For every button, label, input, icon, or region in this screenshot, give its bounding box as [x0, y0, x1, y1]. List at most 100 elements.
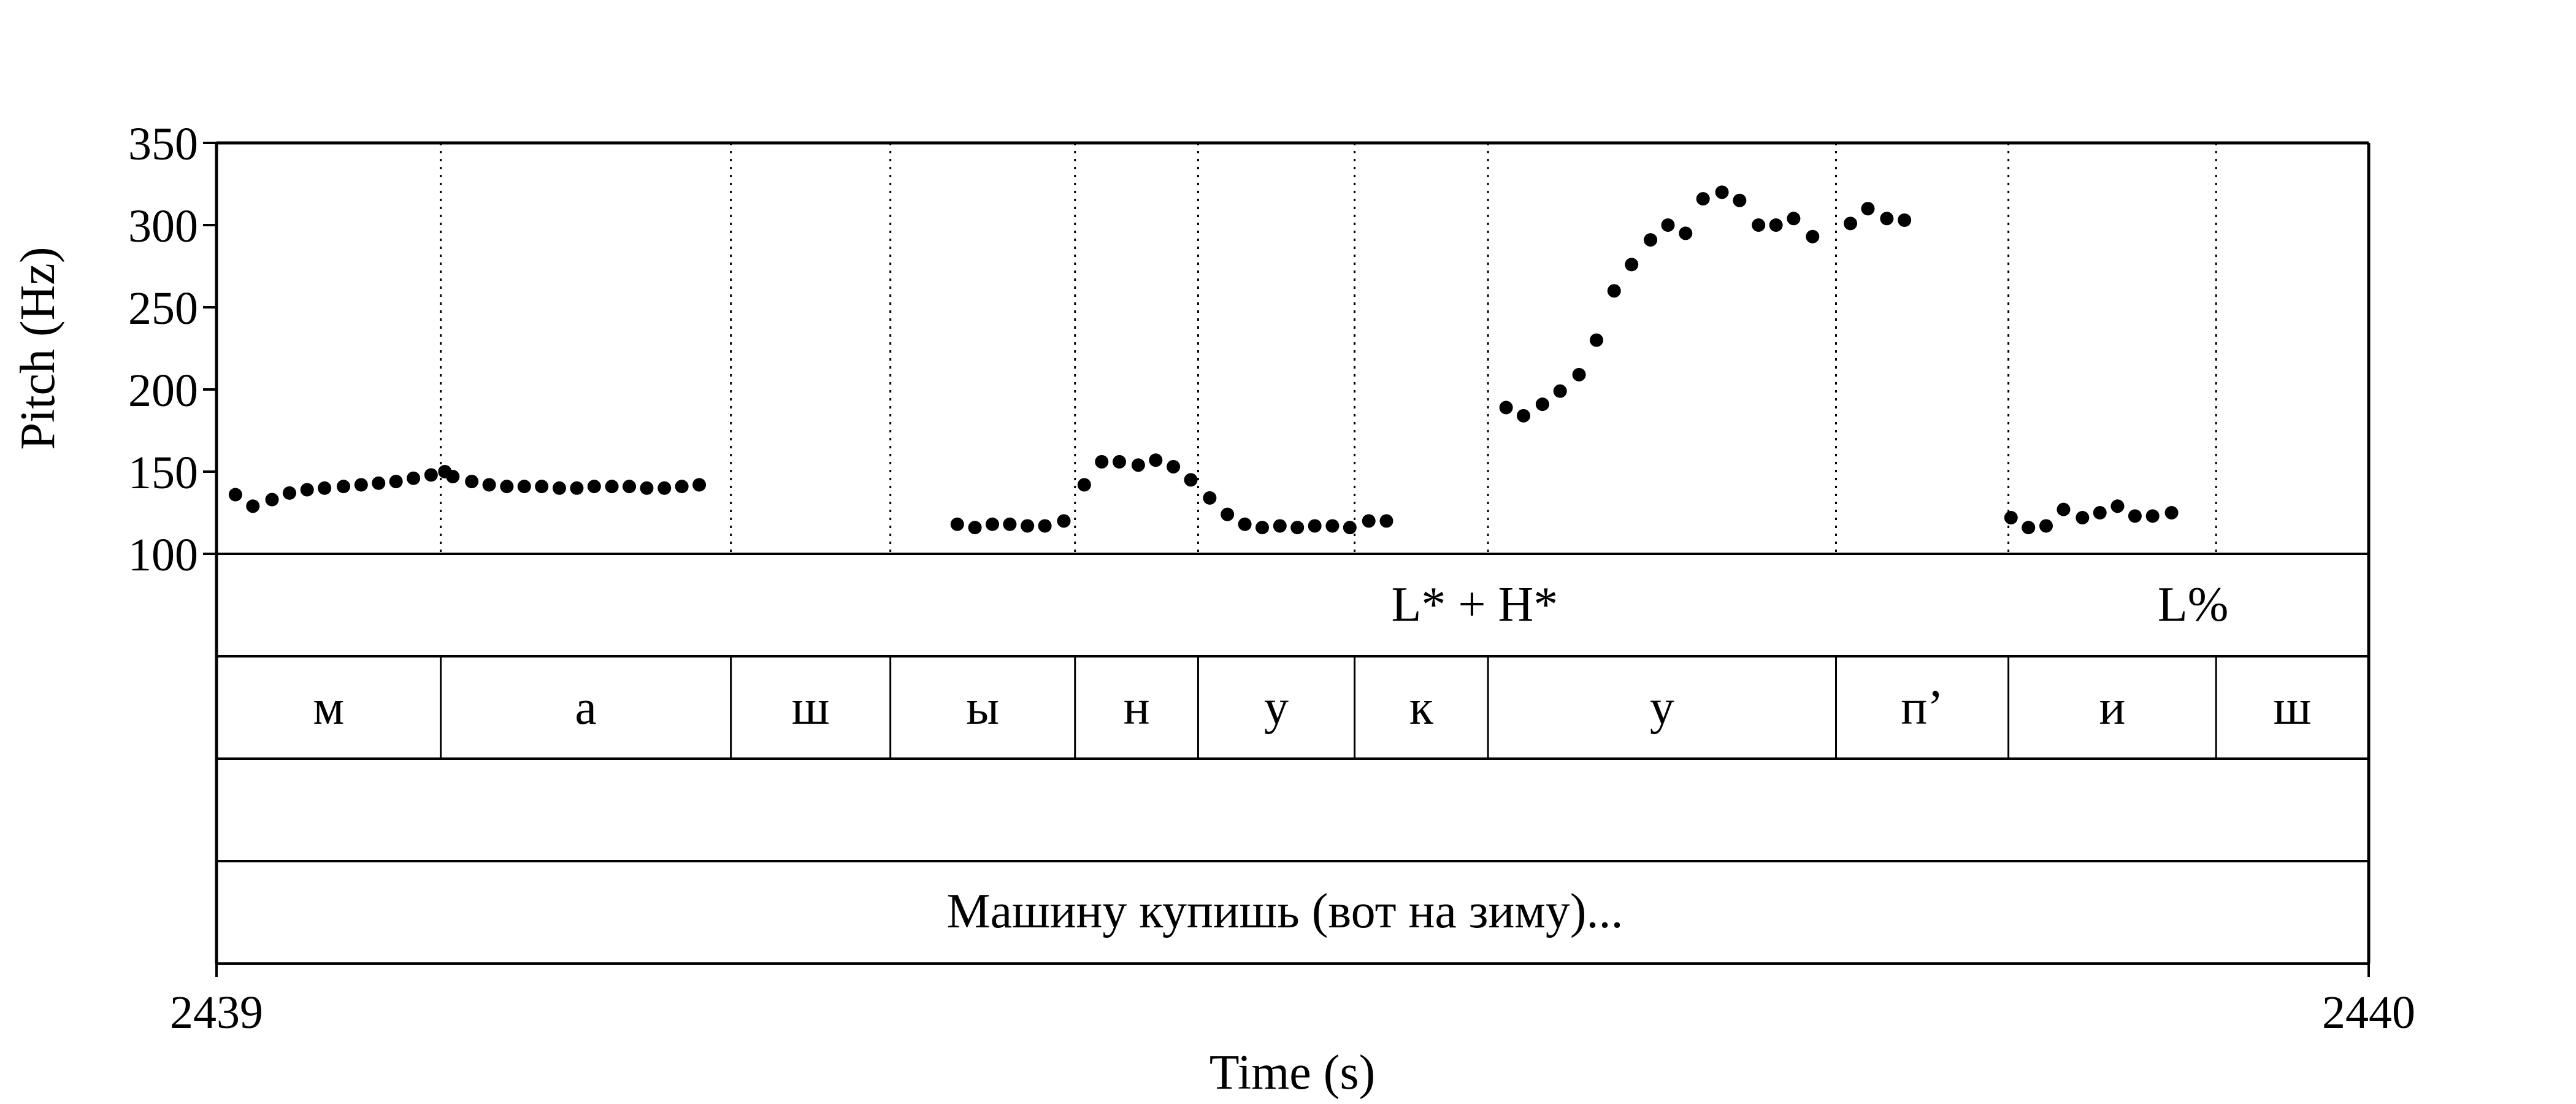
pitch-point — [300, 483, 314, 497]
pitch-point — [1290, 521, 1305, 535]
pitch-point — [1861, 202, 1875, 216]
pitch-point — [1255, 521, 1270, 535]
pitch-point — [337, 480, 351, 494]
axes: 100 150 200 250 300 350 2439 2440 Pitch (Hz) Time… — [11, 118, 2415, 1100]
pitch-point — [424, 468, 438, 482]
pitch-point — [1844, 217, 1858, 231]
pitch-point — [1517, 408, 1531, 423]
pitch-point — [446, 470, 460, 484]
y-tick-label: 200 — [128, 365, 198, 416]
pitch-point — [1038, 519, 1052, 533]
pitch-point — [1057, 514, 1071, 528]
pitch-point — [372, 476, 386, 490]
pitch-point — [1625, 258, 1639, 272]
pitch-point — [968, 521, 982, 535]
y-tick-label: 150 — [128, 447, 198, 499]
pitch-point — [675, 480, 689, 494]
pitch-point — [228, 488, 242, 502]
pitch-point — [282, 486, 296, 500]
pitch-point — [1696, 192, 1710, 206]
pitch-point — [465, 475, 479, 489]
pitch-point — [318, 481, 332, 495]
pitch-point — [407, 471, 421, 485]
pitch-point — [640, 481, 654, 495]
pitch-point — [1021, 519, 1035, 533]
segment-label: и — [2099, 681, 2125, 735]
pitch-point — [517, 480, 531, 494]
pitch-point — [265, 493, 279, 507]
y-tick-label: 350 — [128, 118, 198, 170]
pitch-point — [1661, 218, 1675, 232]
pitch-point — [1221, 507, 1235, 521]
segment-label: ш — [2274, 681, 2312, 735]
pitch-point — [1733, 193, 1747, 207]
pitch-point — [1325, 519, 1340, 533]
segment-label: у — [1650, 681, 1674, 735]
pitch-point — [1362, 514, 1376, 528]
pitch-point — [1238, 517, 1252, 531]
segment-label: а — [575, 681, 597, 735]
pitch-point — [657, 481, 672, 495]
pitch-point — [2093, 506, 2107, 519]
pitch-point — [2039, 519, 2053, 533]
pitch-point — [1553, 384, 1567, 398]
pitch-point — [2164, 506, 2179, 519]
pitch-point — [1273, 519, 1287, 533]
pitch-point — [1752, 218, 1766, 232]
pitch-point — [354, 478, 368, 492]
pitch-point — [1880, 212, 1894, 226]
annotation-tiers: L* + H* L% м а ш ы н у к у п’ и ш Машину купишь (вот … — [217, 553, 2369, 965]
pitch-point — [1379, 514, 1393, 528]
pitch-point — [2110, 499, 2125, 513]
pitch-point — [1806, 229, 1820, 243]
pitch-point — [552, 481, 566, 495]
pitch-point — [1167, 459, 1181, 473]
pitch-point — [1149, 453, 1163, 467]
segment-label: к — [1409, 681, 1433, 735]
pitch-point — [1095, 454, 1109, 469]
tone-label: L% — [2158, 578, 2229, 632]
pitch-point — [623, 480, 637, 494]
pitch-point — [1131, 458, 1145, 472]
pitch-point — [500, 480, 514, 494]
segment-label: м — [313, 681, 345, 735]
pitch-point — [246, 499, 260, 513]
pitch-point — [587, 480, 601, 494]
pitch-point — [1679, 226, 1693, 240]
pitch-point — [1499, 401, 1513, 415]
pitch-point — [1589, 333, 1603, 347]
pitch-point — [1003, 517, 1017, 531]
pitch-point — [1898, 213, 1912, 227]
segment-label: ш — [792, 681, 830, 735]
pitch-point — [605, 480, 619, 494]
pitch-point — [1644, 233, 1658, 247]
pitch-point — [2076, 511, 2090, 525]
pitch-point — [2004, 511, 2018, 525]
pitch-point — [1184, 473, 1198, 487]
y-tick-label: 100 — [128, 529, 198, 581]
segment-label: н — [1124, 681, 1150, 735]
pitch-point — [2057, 502, 2071, 516]
pitch-point — [1572, 367, 1586, 381]
pitch-point — [1077, 478, 1091, 492]
pitch-point — [1769, 218, 1783, 232]
pitch-point — [570, 481, 584, 495]
y-tick-label: 250 — [128, 283, 198, 334]
pitch-point — [1607, 284, 1621, 298]
pitch-point — [2128, 509, 2142, 523]
pitch-point — [692, 478, 707, 492]
pitch-point — [950, 517, 964, 531]
segment-label: п’ — [1901, 681, 1943, 735]
pitch-point — [1113, 454, 1127, 469]
y-tick-label: 300 — [128, 201, 198, 252]
x-axis-title: Time (s) — [1209, 1046, 1375, 1100]
y-axis-title: Pitch (Hz) — [11, 247, 65, 450]
x-tick-label: 2439 — [170, 987, 263, 1038]
pitch-point — [389, 475, 403, 489]
pitch-point — [1308, 519, 1322, 533]
utterance-text: Машину купишь (вот на зиму)... — [946, 884, 1623, 938]
pitch-point — [482, 478, 496, 492]
segment-label: ы — [966, 681, 999, 735]
pitch-point — [2145, 509, 2160, 523]
